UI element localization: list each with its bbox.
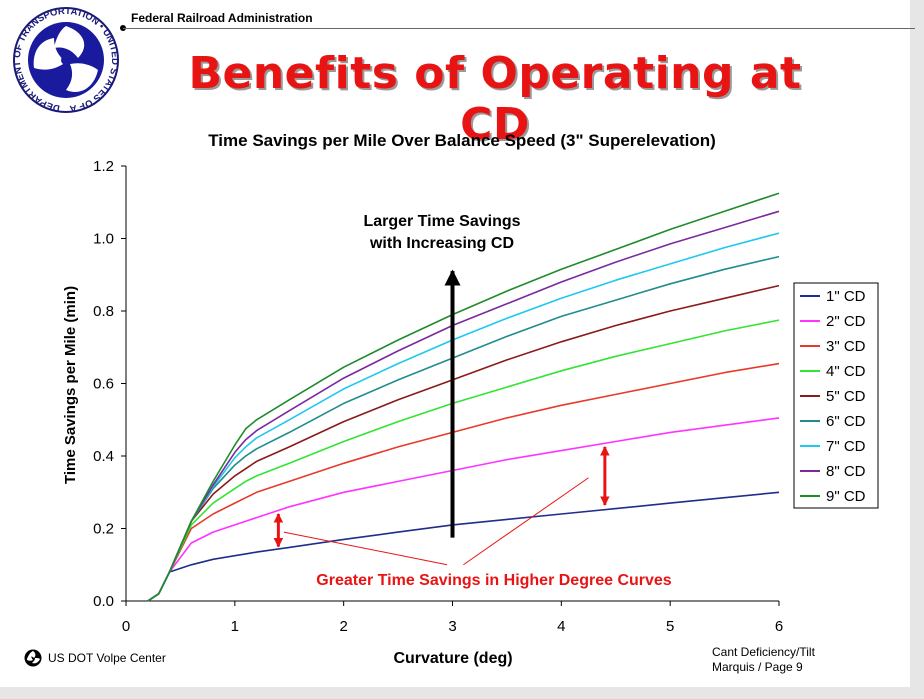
y-tick-label: 0.6 — [93, 376, 114, 393]
series-line-4cd — [147, 319, 780, 602]
increasing-cd-label: with Increasing CD — [369, 235, 514, 252]
x-tick-label: 1 — [231, 618, 239, 635]
y-axis-label: Time Savings per Mile (min) — [62, 286, 79, 484]
series-line-7cd — [147, 232, 780, 602]
plot-area: 0.0 0.2 0.4 0.6 0.8 1.0 1.2 0 1 2 3 4 5 6 1" CD 2" CD 3"… — [93, 158, 879, 635]
legend-entry: 3" CD — [826, 338, 866, 355]
legend: 1" CD 2" CD 3" CD 4" CD 5" CD 6" CD 7" CD 8" CD… — [793, 282, 879, 509]
legend-entry: 2" CD — [826, 313, 866, 330]
x-tick-label: 0 — [122, 618, 130, 635]
footer-volpe-center: US DOT Volpe Center — [48, 651, 166, 665]
legend-entry: 8" CD — [826, 463, 866, 480]
frame-bottom-border — [0, 687, 924, 699]
legend-entry: 1" CD — [826, 288, 866, 305]
curve-pointer-line — [463, 477, 589, 566]
time-savings-chart: Time Savings per Mile Over Balance Speed… — [62, 131, 879, 667]
series-line-9cd — [147, 192, 780, 602]
x-tick-label: 4 — [557, 618, 565, 635]
series-line-1cd — [147, 491, 780, 602]
curve-pointer-line — [283, 531, 448, 566]
x-tick-label: 6 — [775, 618, 783, 635]
legend-entry: 9" CD — [826, 488, 866, 505]
y-tick-label: 1.2 — [93, 158, 114, 175]
slide-title: Benefits of Operating at CD — [188, 48, 802, 150]
increasing-cd-label: Larger Time Savings — [363, 213, 520, 230]
chart-title: Time Savings per Mile Over Balance Speed… — [208, 131, 716, 150]
series-line-2cd — [147, 417, 780, 602]
footer-page: Marquis / Page 9 — [712, 660, 803, 674]
footer-topic: Cant Deficiency/Tilt — [712, 645, 815, 659]
legend-entry: 5" CD — [826, 388, 866, 405]
series-line-3cd — [147, 362, 780, 602]
legend-entry: 6" CD — [826, 413, 866, 430]
legend-entry: 7" CD — [826, 438, 866, 455]
y-tick-label: 1.0 — [93, 231, 114, 248]
y-tick-label: 0.8 — [93, 303, 114, 320]
x-tick-label: 3 — [448, 618, 456, 635]
frame-right-border — [910, 0, 924, 699]
dot-seal-icon: DEPARTMENT OF TRANSPORTATION • UNITED ST… — [10, 6, 120, 114]
x-axis-label: Curvature (deg) — [393, 650, 512, 667]
agency-name: Federal Railroad Administration — [131, 11, 313, 25]
y-tick-label: 0.0 — [93, 593, 114, 610]
x-tick-label: 5 — [666, 618, 674, 635]
series-line-8cd — [147, 210, 780, 602]
higher-degree-curves-label: Greater Time Savings in Higher Degree Cu… — [316, 572, 672, 589]
legend-entry: 4" CD — [826, 363, 866, 380]
y-tick-label: 0.2 — [93, 521, 114, 538]
y-tick-label: 0.4 — [93, 448, 114, 465]
header-rule — [123, 28, 915, 29]
x-tick-label: 2 — [339, 618, 347, 635]
volpe-logo-icon — [24, 649, 42, 667]
